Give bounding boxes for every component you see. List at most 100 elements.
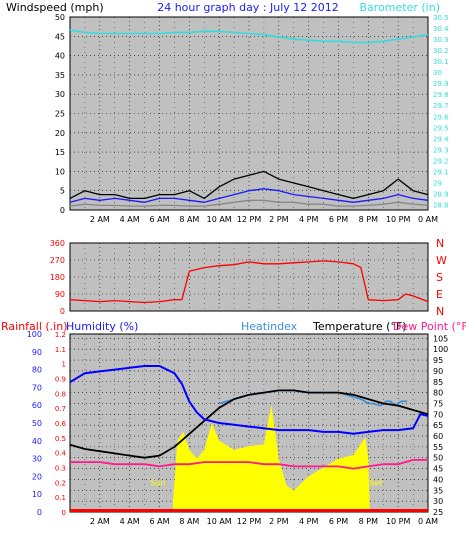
chart3-rain-tick-label: 0.9 — [55, 376, 66, 384]
chart3-temp-tick-label: 45 — [433, 465, 443, 474]
heatindex-label: Heatindex — [241, 320, 298, 333]
chart1-x-tick-label: 6 PM — [329, 215, 348, 224]
chart3-temp-tick-label: 95 — [433, 356, 443, 365]
chart1-y-left-tick-label: 5 — [60, 187, 65, 196]
chart3-temp-tick-label: 50 — [433, 454, 443, 463]
chart1-x-tick-label: 12 PM — [237, 215, 262, 224]
chart3-x-tick-label: 4 AM — [120, 517, 140, 526]
chart3-humidity-tick-label: 90 — [32, 348, 42, 357]
chart3-temperature-line — [69, 389, 429, 459]
chart2-direction-line — [69, 260, 429, 304]
chart1-x-tick-label: 10 PM — [386, 215, 411, 224]
chart3-temp-tick-label: 25 — [433, 508, 443, 517]
chart3-temp-tick-label: 85 — [433, 378, 443, 387]
chart-title: 24 hour graph day : July 12 2012 — [157, 1, 339, 14]
chart2-y-tick-label: 90 — [55, 290, 65, 299]
chart1-x-tick-label: 8 PM — [359, 215, 378, 224]
chart3-humidity-tick-label: 80 — [32, 366, 42, 375]
chart3-temp-tick-label: 60 — [433, 432, 443, 441]
chart3-rain-tick-label: 0.5 — [55, 435, 66, 443]
chart3-temp-tick-label: 40 — [433, 475, 443, 484]
chart1-y-right-tick-label: 29.6 — [433, 113, 449, 121]
chart2-compass-label: E — [436, 288, 443, 301]
windspeed-axis-label: Windspeed (mph) — [6, 1, 104, 14]
chart3-humidity-tick-label: 20 — [32, 472, 42, 481]
humidity-axis-label: Humidity (%) — [66, 320, 138, 333]
chart3-temp-tick-label: 30 — [433, 497, 443, 506]
chart1-gust-line — [69, 170, 429, 200]
chart1-y-right-tick-label: 30.5 — [433, 14, 449, 22]
chart2-compass-label: N — [436, 237, 444, 250]
chart1-y-right-tick-label: 30.2 — [433, 47, 449, 55]
chart3-humidity-tick-label: 50 — [32, 419, 42, 428]
chart1-y-left-tick-label: 15 — [55, 148, 65, 157]
chart3-humidity-tick-label: 30 — [32, 455, 42, 464]
chart3-humidity-tick-label: 60 — [32, 401, 42, 410]
chart3-rain-tick-label: 0 — [62, 509, 66, 517]
temperature-axis-label: Temperature (°F) — [312, 320, 407, 333]
chart1-y-right-tick-label: 29.2 — [433, 157, 449, 165]
chart3-x-tick-label: 6 PM — [329, 517, 348, 526]
chart1-x-tick-label: 0 AM — [418, 215, 438, 224]
temperature-humidity-chart: 2530354045505560657075808590951001050102… — [27, 330, 449, 526]
chart3-x-tick-label: 8 PM — [359, 517, 378, 526]
chart3-rain-tick-label: 1 — [62, 361, 66, 369]
chart1-y-left-tick-label: 10 — [55, 167, 65, 176]
chart1-y-right-tick-label: 28.9 — [433, 190, 449, 198]
chart3-temp-tick-label: 75 — [433, 399, 443, 408]
chart3-x-tick-label: 10 AM — [207, 517, 232, 526]
chart3-rain-tick-label: 0.4 — [55, 450, 67, 458]
chart1-x-tick-label: 4 AM — [120, 215, 140, 224]
chart1-y-right-tick-label: 29.5 — [433, 124, 449, 132]
chart3-humidity-line — [69, 365, 429, 435]
chart3-rain-tick-label: 0.6 — [55, 420, 67, 428]
chart3-humidity-tick-label: 40 — [32, 437, 42, 446]
chart3-rain-tick-label: 1.2 — [55, 331, 66, 339]
chart3-rain-tick-label: 0.7 — [55, 405, 66, 413]
chart3-temp-tick-label: 35 — [433, 486, 443, 495]
chart1-y-right-tick-label: 29.3 — [433, 146, 449, 154]
chart3-dewpoint-line — [70, 458, 428, 470]
chart1-barometer-line — [69, 29, 429, 44]
chart3-sunrise-label: Sun — [150, 478, 165, 487]
chart3-x-tick-label: 0 AM — [418, 517, 438, 526]
chart2-compass-label: W — [436, 254, 447, 267]
chart3-x-tick-label: 6 AM — [149, 517, 169, 526]
chart3-x-tick-label: 12 PM — [237, 517, 262, 526]
chart3-temp-tick-label: 55 — [433, 443, 443, 452]
chart3-rain-tick-label: 0.1 — [55, 494, 66, 502]
chart3-temp-tick-label: 90 — [433, 367, 443, 376]
chart2-y-tick-label: 360 — [50, 239, 65, 248]
barometer-axis-label: Barometer (in) — [360, 1, 441, 14]
chart1-y-right-tick-label: 29.4 — [433, 135, 449, 143]
chart3-rain-tick-label: 0.2 — [55, 479, 66, 487]
chart1-y-right-tick-label: 30.1 — [433, 58, 449, 66]
chart1-y-left-tick-label: 50 — [55, 13, 65, 22]
dewpoint-axis-label: Dew Point (°F) — [393, 320, 466, 333]
chart1-x-tick-label: 2 PM — [269, 215, 288, 224]
chart3-x-tick-label: 10 PM — [386, 517, 411, 526]
chart1-y-right-tick-label: 30.3 — [433, 36, 449, 44]
chart1-x-tick-label: 10 AM — [207, 215, 232, 224]
chart1-y-left-tick-label: 20 — [55, 129, 65, 138]
chart3-sunset-label: Set — [369, 478, 382, 487]
chart3-temp-tick-label: 65 — [433, 421, 443, 430]
chart1-y-left-tick-label: 30 — [55, 90, 65, 99]
chart2-y-tick-label: 0 — [60, 307, 65, 316]
chart1-x-tick-label: 8 AM — [179, 215, 199, 224]
chart3-humidity-tick-label: 70 — [32, 383, 42, 392]
chart3-x-tick-label: 2 PM — [269, 517, 288, 526]
chart1-y-left-tick-label: 0 — [60, 206, 65, 215]
chart3-rain-tick-label: 1.1 — [55, 346, 66, 354]
chart3-humidity-tick-label: 0 — [37, 508, 42, 517]
chart3-x-tick-label: 8 AM — [179, 517, 199, 526]
chart2-y-tick-label: 270 — [50, 256, 65, 265]
chart3-humidity-tick-label: 100 — [27, 330, 42, 339]
chart1-y-left-tick-label: 25 — [55, 110, 65, 119]
chart3-temp-tick-label: 80 — [433, 389, 443, 398]
chart1-x-tick-label: 4 PM — [299, 215, 318, 224]
chart3-temp-tick-label: 70 — [433, 410, 443, 419]
wind-barometer-chart: 0 5 10 15 20 25 30 35 40 45 50 28.8 28.9 29 29.1 29.2 29… — [55, 13, 449, 224]
